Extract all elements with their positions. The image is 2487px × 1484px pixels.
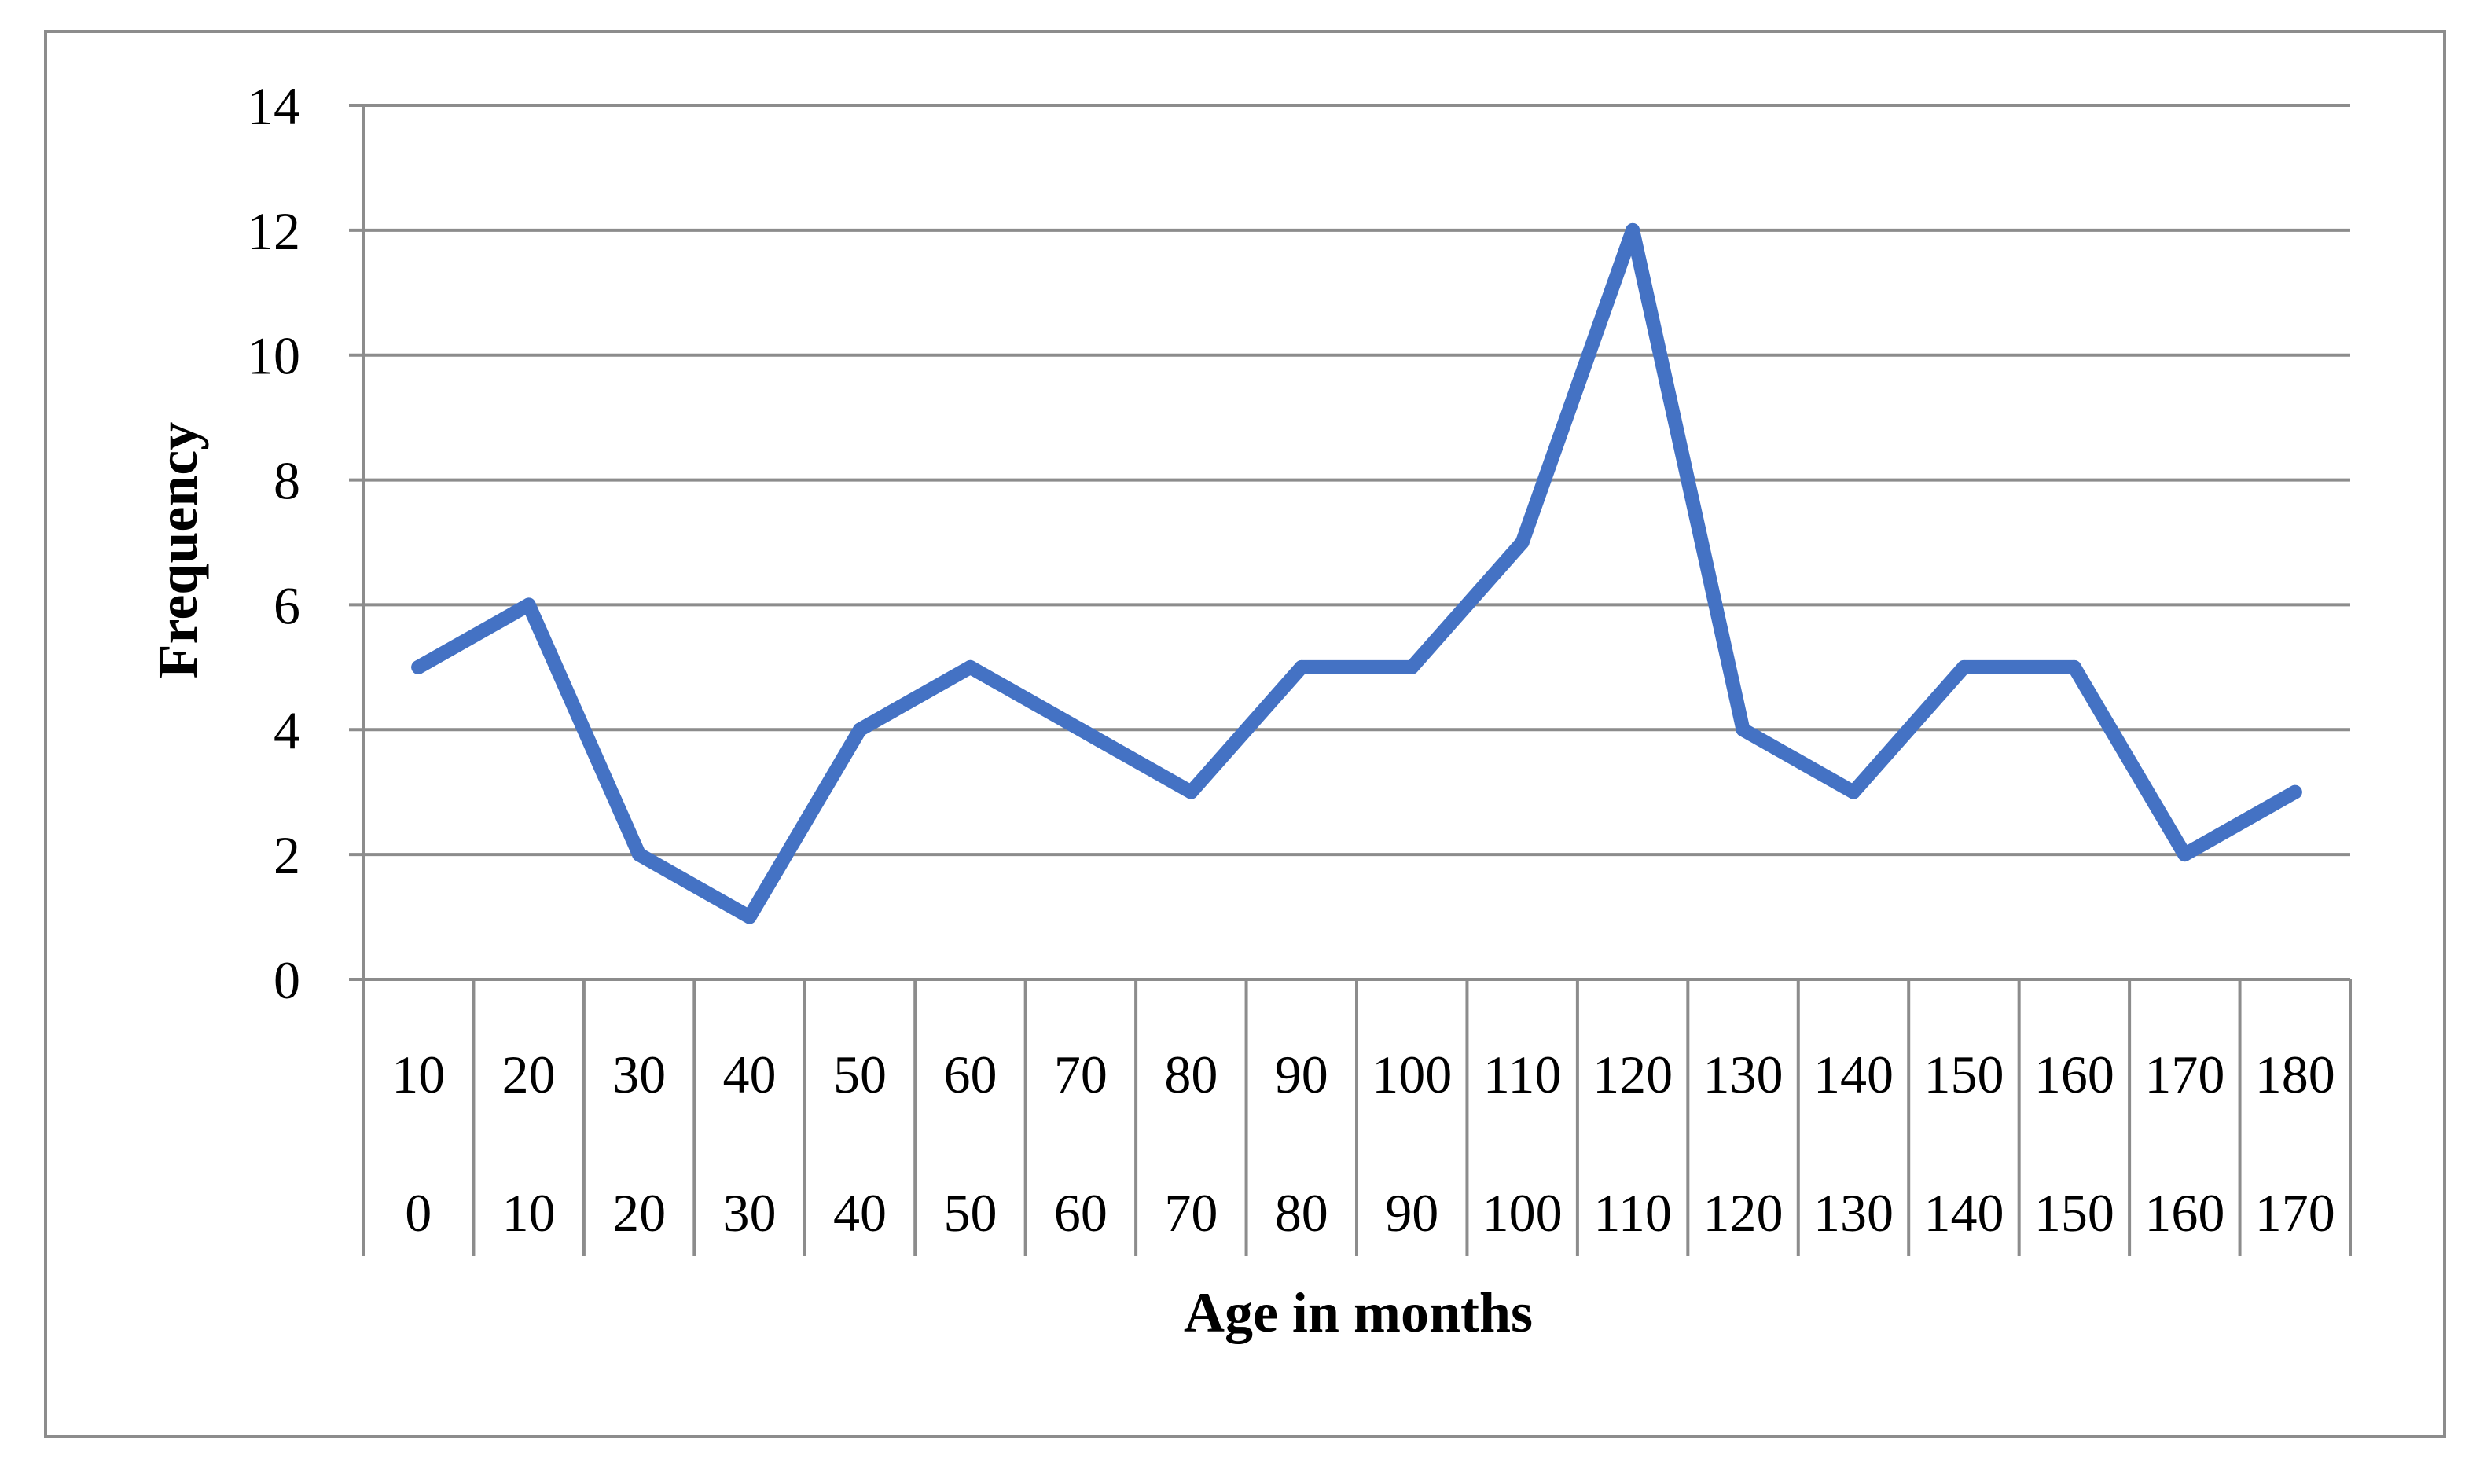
y-tick-label: 2 <box>274 825 300 885</box>
x-tick-label-lower: 60 <box>1054 1183 1108 1243</box>
x-tick-label-upper: 50 <box>833 1045 887 1104</box>
x-tick-label-upper: 30 <box>612 1045 666 1104</box>
gridlines <box>349 104 2350 981</box>
y-tick-label: 0 <box>274 950 300 1010</box>
x-tick-label-upper: 170 <box>2144 1045 2224 1104</box>
axes <box>362 105 2352 1256</box>
data-point <box>1626 222 1640 237</box>
data-point <box>1846 784 1861 799</box>
x-tick-label-lower: 70 <box>1164 1183 1218 1243</box>
y-tick-label: 14 <box>247 76 300 136</box>
x-tick-label-upper: 10 <box>391 1045 445 1104</box>
x-axis-title: Age in months <box>1184 1281 1533 1344</box>
data-point <box>2177 847 2192 862</box>
data-point <box>742 909 757 924</box>
x-tick-label-lower: 90 <box>1385 1183 1438 1243</box>
data-point <box>1736 722 1750 737</box>
data-point <box>1294 659 1309 674</box>
series-layer <box>411 222 2302 924</box>
x-tick-label-upper: 140 <box>1813 1045 1894 1104</box>
x-tick-labels: 1002010302040305040605070608070908010090… <box>391 1045 2335 1243</box>
x-tick-label-lower: 100 <box>1482 1183 1563 1243</box>
y-tick-label: 4 <box>274 700 300 760</box>
x-tick-label-upper: 110 <box>1483 1045 1561 1104</box>
data-point <box>2287 784 2302 799</box>
x-tick-label-upper: 90 <box>1275 1045 1328 1104</box>
x-tick-label-upper: 120 <box>1592 1045 1673 1104</box>
y-tick-label: 10 <box>247 326 300 386</box>
y-tick-label: 12 <box>247 201 300 261</box>
x-tick-label-lower: 170 <box>2255 1183 2335 1243</box>
x-tick-label-upper: 130 <box>1703 1045 1784 1104</box>
x-tick-label-upper: 150 <box>1923 1045 2004 1104</box>
x-tick-label-upper: 180 <box>2255 1045 2335 1104</box>
x-tick-label-upper: 100 <box>1372 1045 1452 1104</box>
x-tick-label-lower: 150 <box>2034 1183 2114 1243</box>
x-tick-label-lower: 0 <box>405 1183 432 1243</box>
x-tick-label-lower: 20 <box>612 1183 666 1243</box>
x-tick-label-lower: 10 <box>502 1183 556 1243</box>
x-tick-label-lower: 30 <box>723 1183 777 1243</box>
data-point <box>1184 784 1199 799</box>
data-point <box>963 659 978 674</box>
x-tick-label-lower: 130 <box>1813 1183 1894 1243</box>
x-tick-label-lower: 160 <box>2144 1183 2224 1243</box>
y-tick-label: 6 <box>274 575 300 635</box>
y-tick-labels: 0 2 4 6 8 10 12 14 <box>247 76 300 1010</box>
data-point <box>632 847 647 862</box>
x-tick-label-lower: 50 <box>943 1183 997 1243</box>
series-line-0 <box>411 222 2302 924</box>
x-tick-label-lower: 120 <box>1703 1183 1784 1243</box>
x-tick-label-upper: 70 <box>1054 1045 1108 1104</box>
data-point <box>1956 659 1971 674</box>
data-point <box>411 659 426 674</box>
data-point <box>1073 722 1088 737</box>
x-tick-label-upper: 20 <box>502 1045 556 1104</box>
y-tick-label: 8 <box>274 451 300 511</box>
x-tick-label-lower: 40 <box>833 1183 887 1243</box>
data-point <box>1515 535 1530 549</box>
x-tick-label-upper: 80 <box>1164 1045 1218 1104</box>
x-tick-label-upper: 160 <box>2034 1045 2114 1104</box>
x-tick-label-lower: 110 <box>1593 1183 1671 1243</box>
data-point <box>521 597 536 612</box>
y-axis-title: Frequency <box>146 422 209 679</box>
x-tick-label-upper: 60 <box>943 1045 997 1104</box>
x-tick-label-lower: 140 <box>1923 1183 2004 1243</box>
data-point <box>2066 659 2081 674</box>
data-point <box>853 722 867 737</box>
data-point <box>1405 659 1420 674</box>
x-tick-label-lower: 80 <box>1275 1183 1328 1243</box>
x-tick-label-upper: 40 <box>723 1045 777 1104</box>
